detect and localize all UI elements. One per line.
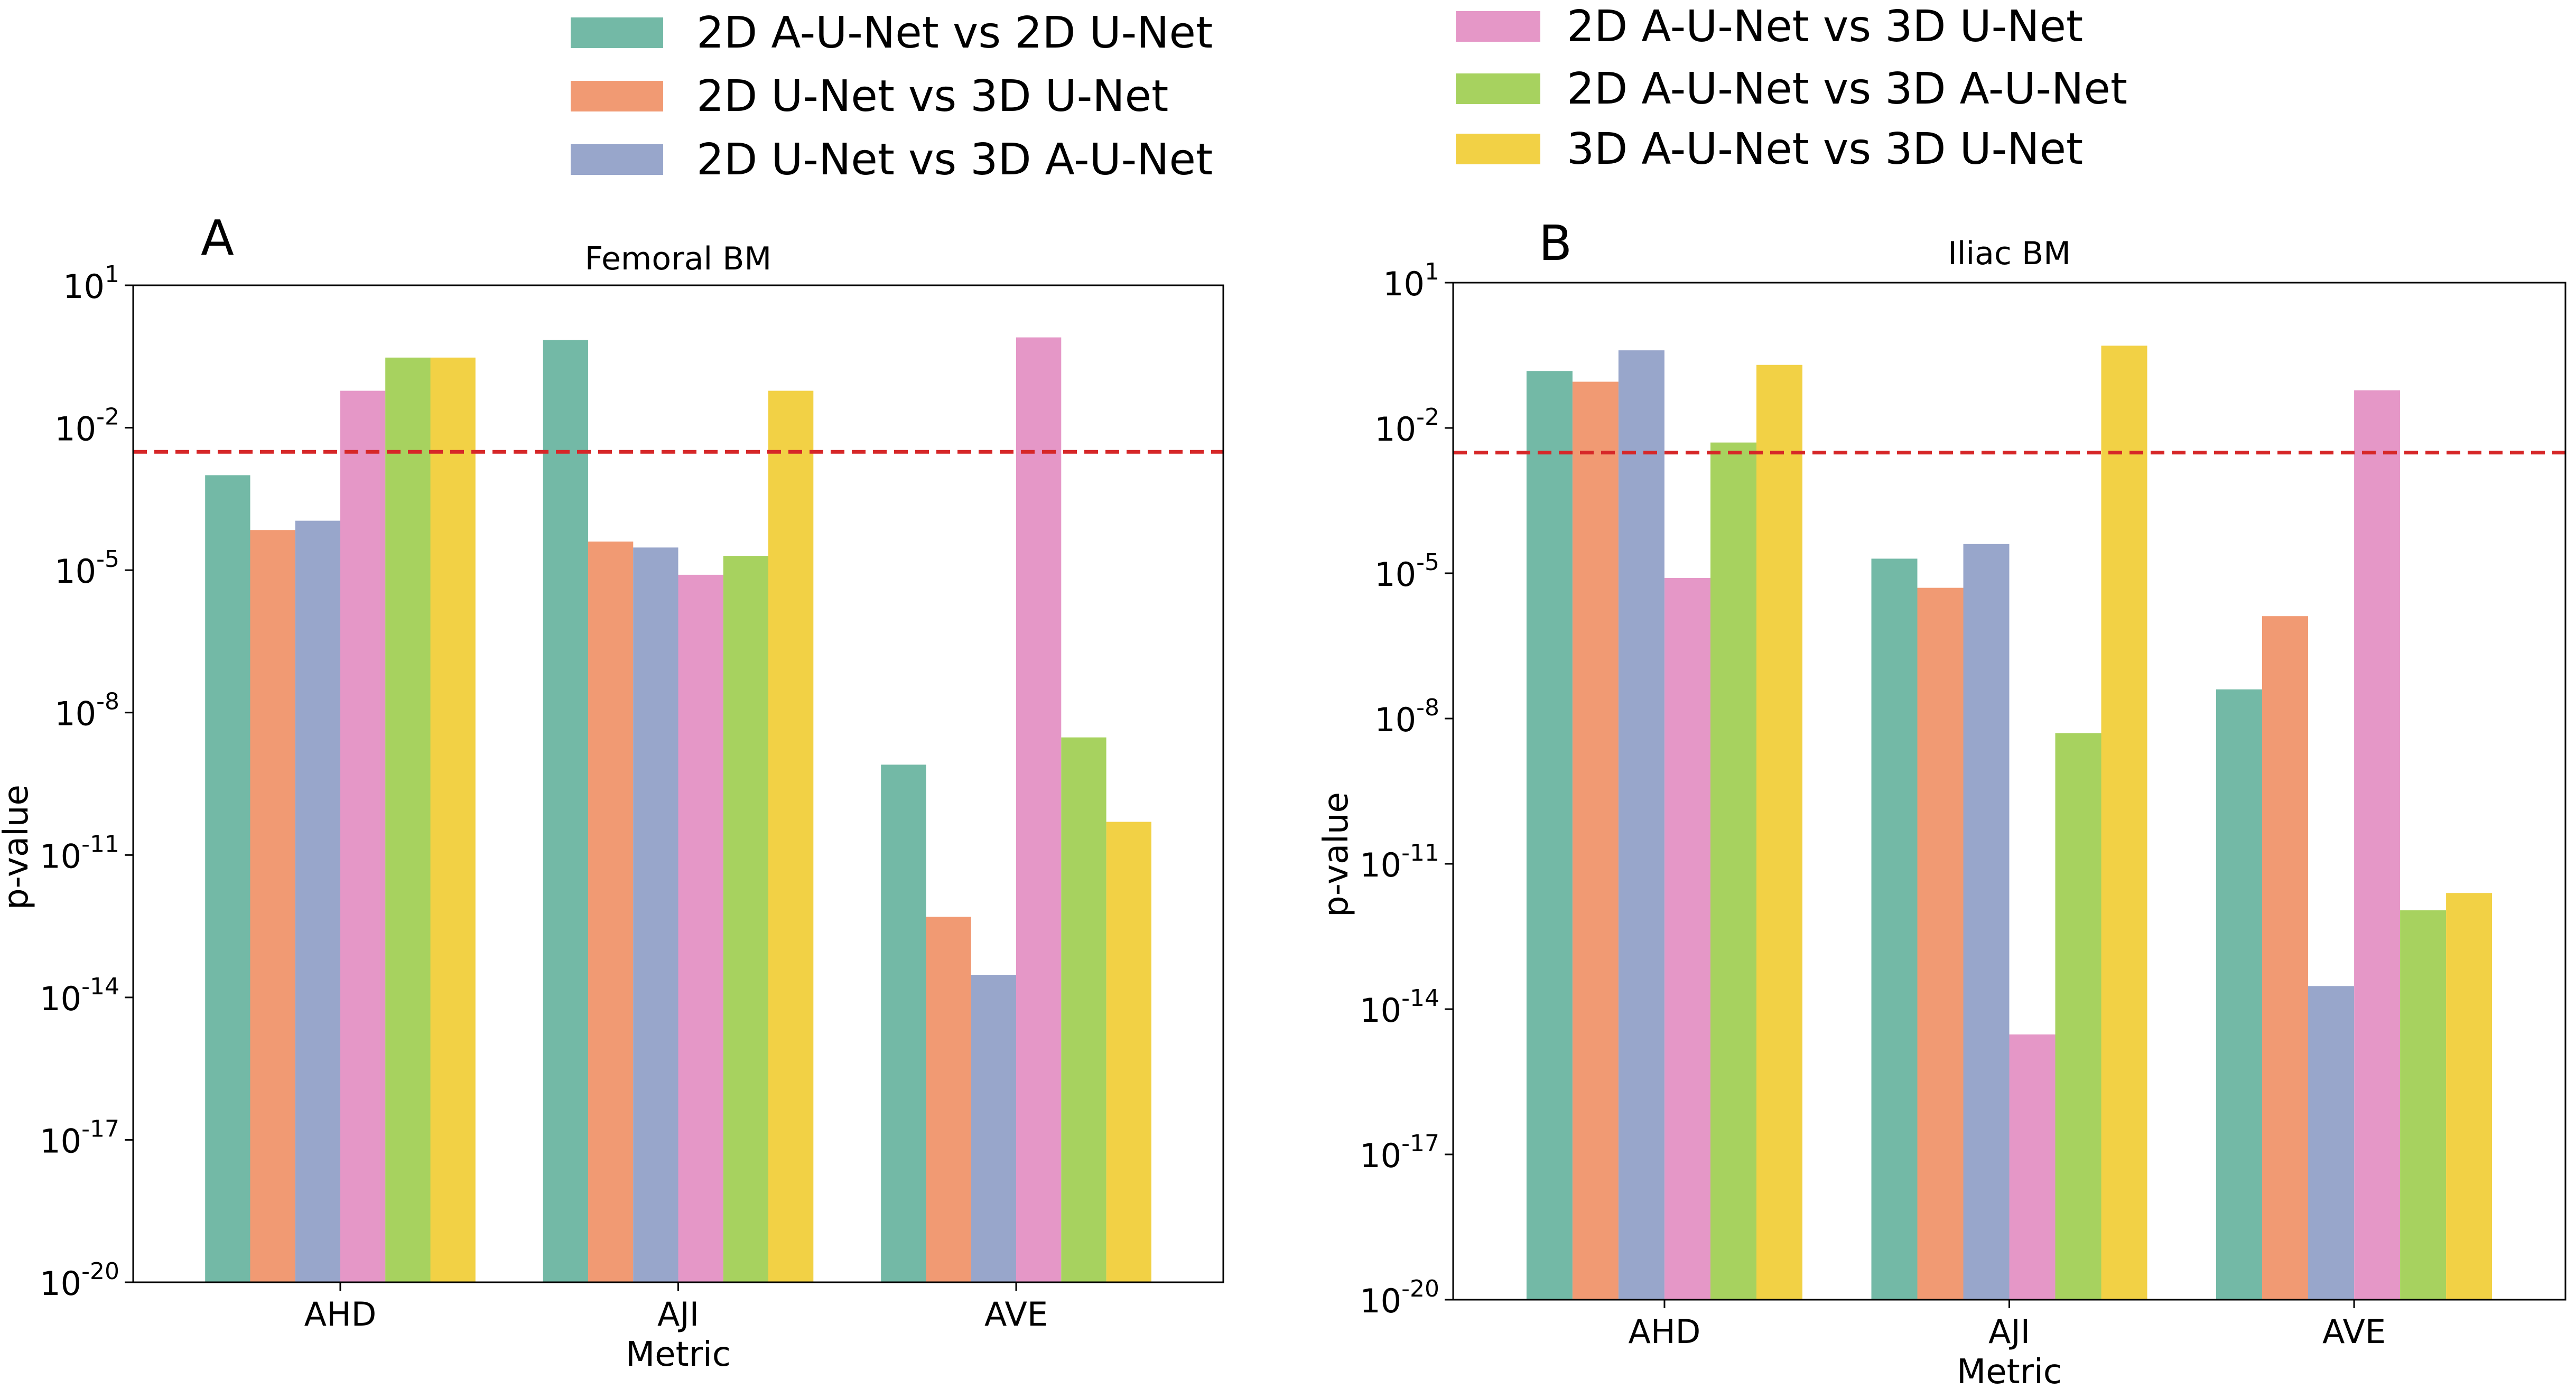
x-tick-label: AJI (1988, 1312, 2030, 1351)
y-tick-label: 10-11 (40, 831, 119, 875)
x-axis-label: Metric (1957, 1353, 2062, 1389)
bar (1016, 337, 1062, 1282)
y-tick-label: 10-17 (1360, 1130, 1439, 1175)
bar (723, 556, 769, 1282)
y-tick-label: 10-17 (40, 1115, 119, 1160)
bar (2101, 346, 2147, 1300)
y-axis-label: p-value (1317, 792, 1356, 917)
bar (2446, 893, 2493, 1300)
bar (543, 340, 588, 1282)
panel-letter: A (201, 210, 234, 266)
legend-entry: 3D A-U-Net vs 3D U-Net (1456, 124, 2083, 174)
legend-label: 2D U-Net vs 3D A-U-Net (696, 135, 1213, 185)
legend-swatch (571, 17, 663, 48)
bar (250, 530, 295, 1283)
legend-entry: 2D A-U-Net vs 3D A-U-Net (1456, 64, 2127, 114)
bar (1917, 588, 1964, 1300)
bar (1526, 371, 1573, 1300)
bar (633, 547, 678, 1282)
legend-swatch (1456, 73, 1540, 104)
y-tick-label: 10-5 (1374, 549, 1439, 594)
legend-entry: 2D U-Net vs 3D A-U-Net (571, 135, 1213, 185)
y-tick-label: 10-11 (1360, 840, 1439, 884)
bar (1710, 442, 1756, 1300)
bar (1963, 544, 2010, 1300)
x-tick-label: AVE (2322, 1312, 2386, 1351)
x-axis-label: Metric (626, 1335, 731, 1374)
bar (1664, 577, 1710, 1300)
bar (430, 357, 476, 1282)
y-tick-label: 10-2 (54, 404, 119, 449)
x-tick-label: AVE (984, 1295, 1048, 1334)
bar (205, 475, 250, 1282)
y-tick-label: 10-5 (54, 546, 119, 591)
legend-swatch (1456, 11, 1540, 42)
bar (1061, 737, 1106, 1282)
y-tick-label: 10-14 (40, 973, 119, 1018)
bar (2354, 390, 2401, 1300)
bar (2216, 689, 2262, 1300)
panel-letter: B (1539, 215, 1572, 272)
chart-title: Femoral BM (585, 240, 771, 277)
bar (1871, 558, 1918, 1300)
y-tick-label: 10-14 (1360, 985, 1439, 1030)
bar (2308, 986, 2354, 1300)
y-tick-label: 10-20 (1360, 1275, 1439, 1320)
y-tick-label: 101 (1383, 258, 1439, 303)
y-axis-label: p-value (0, 785, 36, 910)
legend-label: 2D A-U-Net vs 2D U-Net (696, 8, 1213, 58)
bar (1618, 350, 1664, 1300)
legend-label: 2D A-U-Net vs 3D A-U-Net (1567, 64, 2127, 114)
bar (2262, 616, 2308, 1300)
bar (971, 975, 1017, 1282)
bar (678, 574, 723, 1282)
legend-swatch (571, 144, 663, 175)
legend-entry: 2D A-U-Net vs 3D U-Net (1456, 2, 2083, 52)
x-tick-label: AHD (1629, 1312, 1701, 1351)
y-tick-label: 10-20 (40, 1258, 119, 1303)
x-tick-label: AJI (657, 1295, 699, 1334)
bar (768, 390, 814, 1282)
bar (588, 542, 634, 1282)
y-tick-label: 10-2 (1374, 404, 1439, 449)
bar (1756, 365, 1802, 1300)
y-tick-label: 10-8 (1374, 694, 1439, 739)
panel-B: B Iliac BM 101 10-2 10-5 10-8 10-11 10-14 10-17 1… (1317, 215, 2566, 1389)
bar (340, 390, 386, 1282)
legend-label: 2D U-Net vs 3D U-Net (696, 71, 1168, 122)
bar (385, 357, 431, 1282)
panel-A: A Femoral BM 101 10-2 10-5 10-8 10-11 10-14 10-1… (0, 210, 1224, 1374)
bar (926, 917, 971, 1282)
bar (2400, 910, 2447, 1300)
bar (2055, 733, 2101, 1300)
y-tick-label: 101 (63, 261, 119, 306)
legend-label: 3D A-U-Net vs 3D U-Net (1567, 124, 2083, 174)
legend-entry: 2D U-Net vs 3D U-Net (571, 71, 1168, 122)
bar (881, 765, 926, 1282)
bar (1106, 822, 1151, 1282)
legend-label: 2D A-U-Net vs 3D U-Net (1567, 2, 2083, 52)
bar (295, 520, 340, 1282)
legend-swatch (1456, 134, 1540, 164)
bar (2009, 1034, 2056, 1300)
x-tick-label: AHD (304, 1295, 377, 1334)
y-tick-label: 10-8 (54, 688, 119, 733)
bar (1572, 381, 1619, 1300)
legend-entry: 2D A-U-Net vs 2D U-Net (571, 8, 1213, 58)
chart-title: Iliac BM (1948, 235, 2071, 272)
legend-swatch (571, 81, 663, 111)
